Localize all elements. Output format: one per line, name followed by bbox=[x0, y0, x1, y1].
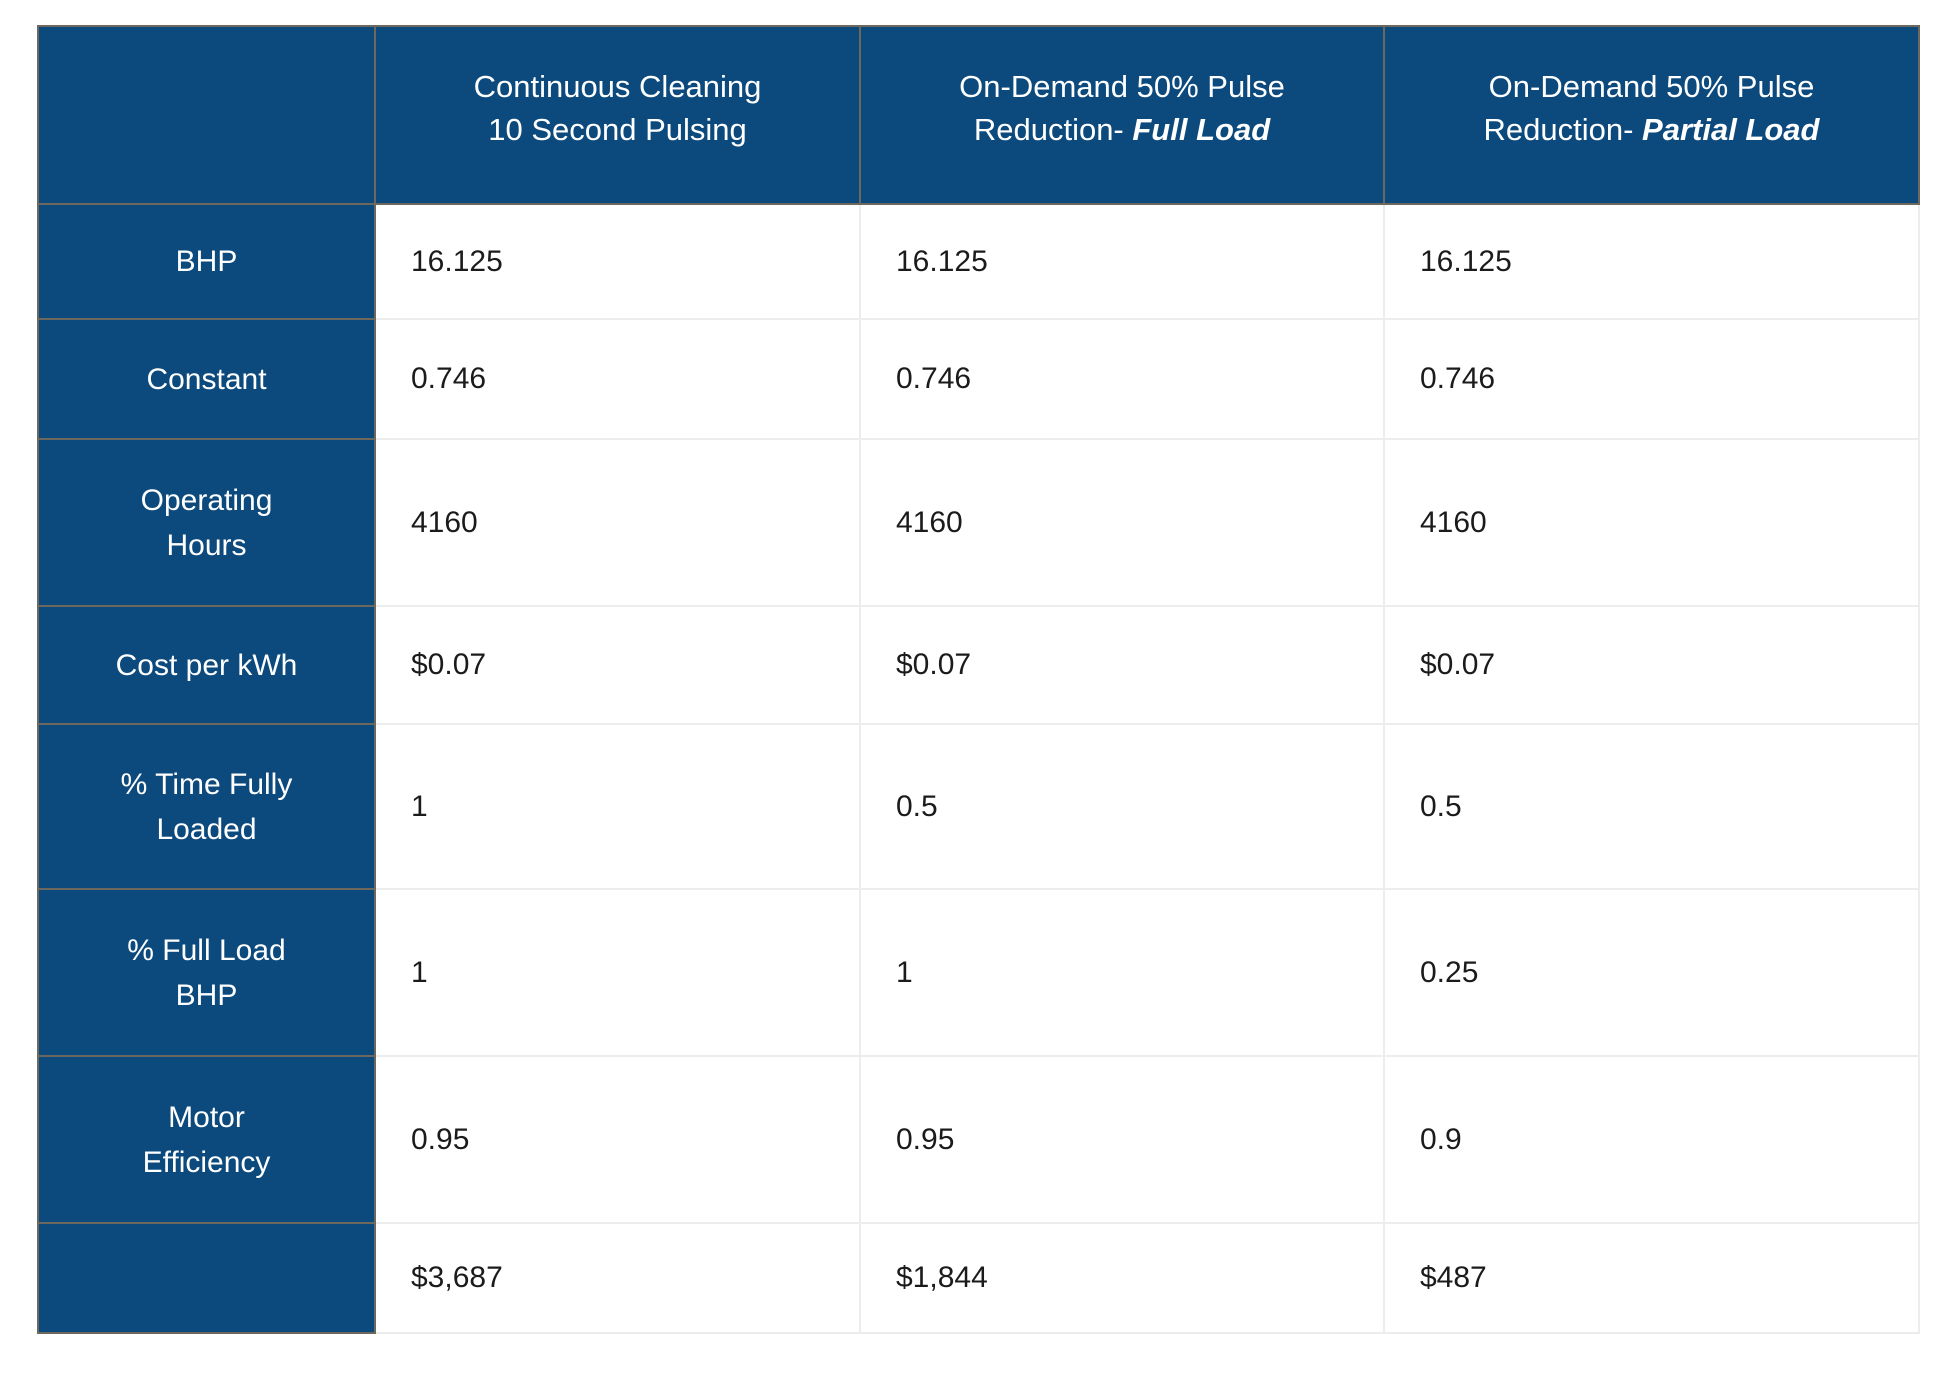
cell-cost-per-kwh-continuous: $0.07 bbox=[374, 605, 861, 725]
table-row-operating-hours: Operating Hours 4160 4160 4160 bbox=[37, 438, 1920, 607]
header-row: Continuous Cleaning 10 Second Pulsing On… bbox=[37, 25, 1920, 205]
cell-bhp-continuous: 16.125 bbox=[374, 203, 861, 320]
cell-total-full-load: $1,844 bbox=[859, 1222, 1385, 1334]
table-row-motor-efficiency: Motor Efficiency 0.95 0.95 0.9 bbox=[37, 1055, 1920, 1224]
cell-motor-efficiency-full-load: 0.95 bbox=[859, 1055, 1385, 1224]
col-header-ondemand-partial-load: On-Demand 50% Pulse Reduction- Partial L… bbox=[1383, 25, 1920, 205]
row-label-bhp: BHP bbox=[37, 203, 376, 320]
col-header-ondemand-full-load-text: On-Demand 50% Pulse Reduction- bbox=[959, 68, 1285, 147]
cell-motor-efficiency-continuous: 0.95 bbox=[374, 1055, 861, 1224]
cell-time-fully-loaded-full-load: 0.5 bbox=[859, 723, 1385, 890]
cell-operating-hours-partial-load: 4160 bbox=[1383, 438, 1920, 607]
col-header-ondemand-full-load-emphasis: Full Load bbox=[1132, 111, 1271, 147]
cell-operating-hours-continuous: 4160 bbox=[374, 438, 861, 607]
row-label-motor-efficiency: Motor Efficiency bbox=[37, 1055, 376, 1224]
cost-comparison-table-container: Continuous Cleaning 10 Second Pulsing On… bbox=[37, 25, 1920, 1334]
table-row-time-fully-loaded: % Time Fully Loaded 1 0.5 0.5 bbox=[37, 723, 1920, 890]
cell-full-load-bhp-continuous: 1 bbox=[374, 888, 861, 1057]
col-header-ondemand-partial-load-text: On-Demand 50% Pulse Reduction- bbox=[1483, 68, 1815, 147]
cost-comparison-table: Continuous Cleaning 10 Second Pulsing On… bbox=[37, 25, 1920, 1334]
table-row-cost-per-kwh: Cost per kWh $0.07 $0.07 $0.07 bbox=[37, 605, 1920, 725]
table-row-constant: Constant 0.746 0.746 0.746 bbox=[37, 318, 1920, 440]
cell-full-load-bhp-full-load: 1 bbox=[859, 888, 1385, 1057]
table-row-annual-cost-total: $3,687 $1,844 $487 bbox=[37, 1222, 1920, 1334]
cell-full-load-bhp-partial-load: 0.25 bbox=[1383, 888, 1920, 1057]
col-header-continuous-cleaning: Continuous Cleaning 10 Second Pulsing bbox=[374, 25, 861, 205]
cell-operating-hours-full-load: 4160 bbox=[859, 438, 1385, 607]
cell-total-partial-load: $487 bbox=[1383, 1222, 1920, 1334]
row-label-total-blank bbox=[37, 1222, 376, 1334]
cell-motor-efficiency-partial-load: 0.9 bbox=[1383, 1055, 1920, 1224]
cell-constant-full-load: 0.746 bbox=[859, 318, 1385, 440]
cell-bhp-partial-load: 16.125 bbox=[1383, 203, 1920, 320]
cell-constant-continuous: 0.746 bbox=[374, 318, 861, 440]
row-label-constant: Constant bbox=[37, 318, 376, 440]
cell-bhp-full-load: 16.125 bbox=[859, 203, 1385, 320]
cell-time-fully-loaded-partial-load: 0.5 bbox=[1383, 723, 1920, 890]
table-row-bhp: BHP 16.125 16.125 16.125 bbox=[37, 203, 1920, 320]
col-header-continuous-cleaning-text: Continuous Cleaning 10 Second Pulsing bbox=[473, 68, 762, 147]
row-label-cost-per-kwh: Cost per kWh bbox=[37, 605, 376, 725]
row-label-full-load-bhp: % Full Load BHP bbox=[37, 888, 376, 1057]
row-label-operating-hours: Operating Hours bbox=[37, 438, 376, 607]
col-header-ondemand-partial-load-emphasis: Partial Load bbox=[1642, 111, 1820, 147]
cell-time-fully-loaded-continuous: 1 bbox=[374, 723, 861, 890]
cell-constant-partial-load: 0.746 bbox=[1383, 318, 1920, 440]
col-header-ondemand-full-load: On-Demand 50% Pulse Reduction- Full Load bbox=[859, 25, 1385, 205]
row-label-time-fully-loaded: % Time Fully Loaded bbox=[37, 723, 376, 890]
cell-cost-per-kwh-full-load: $0.07 bbox=[859, 605, 1385, 725]
cell-total-continuous: $3,687 bbox=[374, 1222, 861, 1334]
corner-cell bbox=[37, 25, 376, 205]
table-row-full-load-bhp: % Full Load BHP 1 1 0.25 bbox=[37, 888, 1920, 1057]
cell-cost-per-kwh-partial-load: $0.07 bbox=[1383, 605, 1920, 725]
